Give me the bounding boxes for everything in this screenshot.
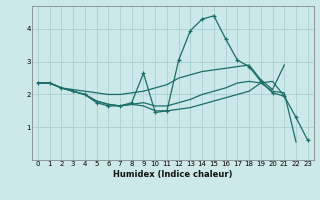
X-axis label: Humidex (Indice chaleur): Humidex (Indice chaleur): [113, 170, 233, 179]
